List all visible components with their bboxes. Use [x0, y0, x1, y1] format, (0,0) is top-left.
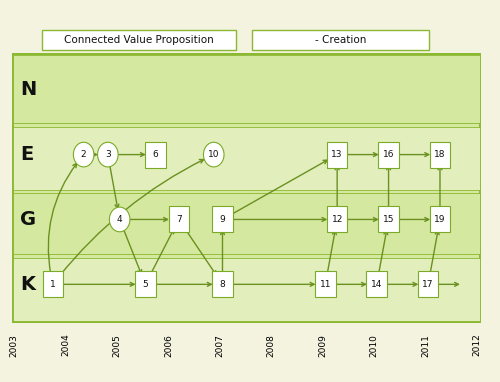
FancyBboxPatch shape [13, 55, 480, 123]
FancyBboxPatch shape [378, 142, 399, 168]
Ellipse shape [98, 142, 118, 167]
FancyBboxPatch shape [430, 207, 450, 232]
Text: 14: 14 [371, 280, 382, 289]
Text: 18: 18 [434, 150, 446, 159]
Ellipse shape [204, 142, 224, 167]
FancyBboxPatch shape [315, 271, 336, 297]
Text: 16: 16 [383, 150, 394, 159]
Text: 9: 9 [220, 215, 226, 224]
Text: 19: 19 [434, 215, 446, 224]
FancyBboxPatch shape [13, 54, 480, 322]
FancyBboxPatch shape [327, 207, 347, 232]
FancyBboxPatch shape [418, 271, 438, 297]
FancyBboxPatch shape [146, 142, 166, 168]
Text: Connected Value Proposition: Connected Value Proposition [64, 35, 214, 45]
FancyBboxPatch shape [42, 271, 63, 297]
Text: G: G [20, 210, 36, 229]
Text: 10: 10 [208, 150, 220, 159]
FancyBboxPatch shape [378, 207, 399, 232]
Text: 17: 17 [422, 280, 434, 289]
FancyBboxPatch shape [430, 142, 450, 168]
Text: 13: 13 [332, 150, 343, 159]
Text: 1: 1 [50, 280, 56, 289]
Text: N: N [20, 80, 36, 99]
Text: 7: 7 [176, 215, 182, 224]
FancyBboxPatch shape [13, 193, 480, 254]
Ellipse shape [74, 142, 94, 167]
Text: 6: 6 [153, 150, 158, 159]
FancyBboxPatch shape [252, 30, 429, 50]
FancyBboxPatch shape [13, 127, 480, 189]
Text: 15: 15 [383, 215, 394, 224]
Text: 11: 11 [320, 280, 331, 289]
Text: - Creation: - Creation [315, 35, 366, 45]
Text: 8: 8 [220, 280, 226, 289]
FancyBboxPatch shape [212, 207, 233, 232]
Text: 5: 5 [142, 280, 148, 289]
FancyBboxPatch shape [168, 207, 189, 232]
Text: E: E [20, 145, 34, 164]
Text: 4: 4 [117, 215, 122, 224]
FancyBboxPatch shape [366, 271, 387, 297]
FancyBboxPatch shape [135, 271, 156, 297]
Text: 3: 3 [105, 150, 110, 159]
Ellipse shape [110, 207, 130, 232]
FancyBboxPatch shape [327, 142, 347, 168]
FancyBboxPatch shape [212, 271, 233, 297]
Text: K: K [20, 275, 36, 294]
FancyBboxPatch shape [42, 30, 236, 50]
Text: 2: 2 [81, 150, 86, 159]
Text: 12: 12 [332, 215, 343, 224]
FancyBboxPatch shape [13, 258, 480, 321]
